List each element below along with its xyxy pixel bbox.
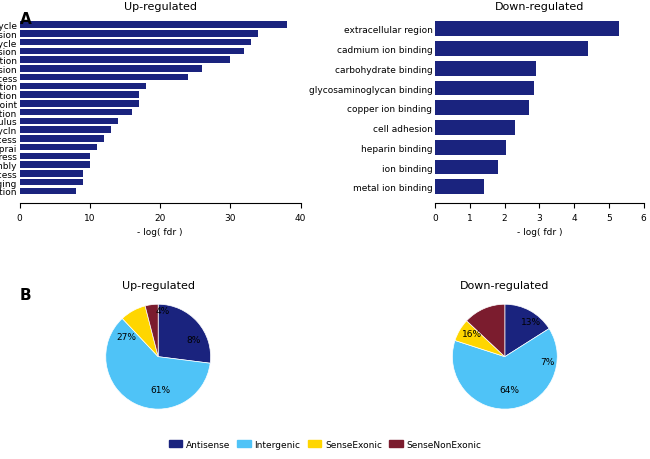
Bar	[20, 179, 83, 186]
Text: 16%: 16%	[462, 329, 482, 338]
Bar	[20, 188, 76, 195]
X-axis label: - log( fdr ): - log( fdr )	[517, 228, 562, 236]
Bar	[436, 121, 515, 136]
Bar	[436, 160, 498, 175]
Wedge shape	[145, 305, 158, 357]
Bar	[20, 40, 252, 46]
Text: 64%: 64%	[499, 385, 519, 394]
Title: Up-regulated: Up-regulated	[122, 281, 194, 291]
Bar	[436, 180, 484, 195]
Bar	[20, 31, 259, 38]
Bar	[436, 82, 534, 96]
Bar	[20, 101, 139, 107]
Bar	[436, 101, 529, 116]
Text: 8%: 8%	[187, 336, 201, 345]
Bar	[436, 22, 619, 37]
Bar	[20, 110, 132, 116]
Text: 27%: 27%	[117, 332, 136, 341]
Bar	[20, 66, 202, 73]
Bar	[20, 22, 287, 29]
Title: Up-regulated: Up-regulated	[124, 2, 196, 11]
Title: Down-regulated: Down-regulated	[460, 281, 549, 291]
Text: A: A	[20, 11, 31, 27]
Bar	[20, 127, 111, 134]
Wedge shape	[455, 321, 505, 357]
Bar	[436, 42, 588, 57]
Bar	[20, 84, 146, 90]
Legend: Antisense, Intergenic, SenseExonic, SenseNonExonic: Antisense, Intergenic, SenseExonic, Sens…	[165, 436, 485, 452]
Bar	[20, 92, 139, 99]
Wedge shape	[505, 305, 549, 357]
Bar	[436, 62, 536, 77]
Wedge shape	[106, 319, 210, 409]
Bar	[20, 75, 188, 81]
Bar	[20, 118, 118, 125]
Text: 4%: 4%	[155, 306, 170, 315]
Bar	[20, 153, 90, 160]
Text: 61%: 61%	[151, 385, 171, 394]
Text: B: B	[20, 287, 31, 302]
Bar	[20, 162, 90, 168]
Wedge shape	[467, 305, 505, 357]
Wedge shape	[452, 329, 557, 409]
Wedge shape	[122, 306, 158, 357]
Wedge shape	[158, 305, 211, 364]
Bar	[20, 57, 230, 64]
Title: Down-regulated: Down-regulated	[495, 2, 584, 11]
X-axis label: - log( fdr ): - log( fdr )	[137, 228, 183, 236]
Text: 7%: 7%	[541, 358, 555, 367]
Text: 13%: 13%	[521, 317, 541, 326]
Bar	[20, 49, 244, 55]
Bar	[436, 140, 506, 156]
Bar	[20, 136, 104, 142]
Bar	[20, 145, 97, 151]
Bar	[20, 171, 83, 177]
